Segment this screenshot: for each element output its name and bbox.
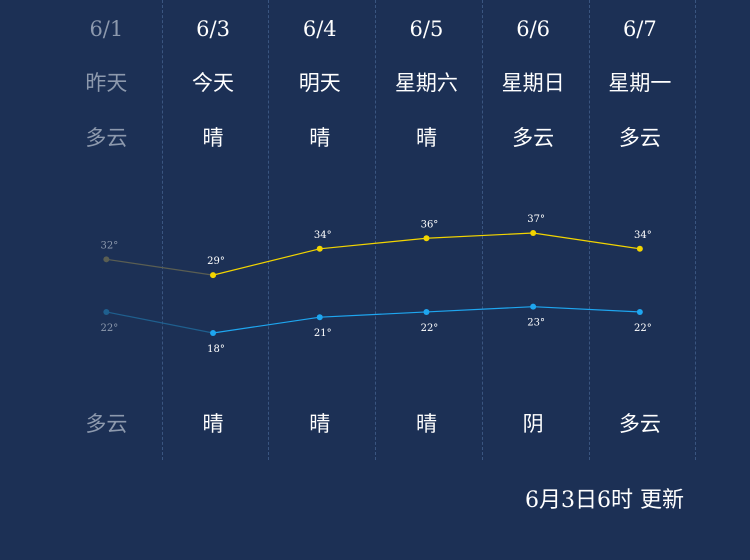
day-date: 6/1 — [89, 17, 124, 41]
day-date: 6/6 — [516, 17, 551, 41]
day-weekday: 今天 — [192, 71, 235, 95]
day-column: 6/5 星期六晴晴 — [373, 0, 479, 460]
day-date: 6/7 — [622, 17, 657, 41]
night-weather: 晴 — [202, 412, 224, 436]
day-weekday: 星期日 — [501, 71, 565, 95]
day-weekday: 星期一 — [608, 71, 672, 95]
column-divider — [162, 0, 163, 460]
night-weather: 阴 — [522, 412, 544, 436]
night-weather: 多云 — [85, 412, 128, 436]
day-weekday: 明天 — [298, 71, 341, 95]
night-weather: 晴 — [415, 412, 437, 436]
day-weather: 多云 — [85, 126, 128, 150]
night-weather: 晴 — [309, 412, 331, 436]
day-weather: 晴 — [202, 126, 224, 150]
day-date: 6/5 — [409, 17, 444, 41]
day-weather: 多云 — [512, 126, 555, 150]
day-date: 6/4 — [302, 17, 337, 41]
day-date: 6/3 — [196, 17, 230, 41]
day-weekday: 星期六 — [394, 71, 458, 95]
day-weekday: 昨天 — [85, 71, 128, 95]
column-divider — [589, 0, 590, 460]
day-column: 6/4 明天晴晴 — [267, 0, 373, 460]
day-weather: 多云 — [618, 126, 661, 150]
day-column: 6/1 昨天 多云 多云 — [53, 0, 159, 460]
day-weather: 晴 — [309, 126, 331, 150]
column-divider — [482, 0, 483, 460]
night-weather: 多云 — [618, 412, 661, 436]
day-column: 6/6 星期日多云阴 — [480, 0, 586, 460]
day-weather: 晴 — [415, 126, 437, 150]
day-column: 6/7 星期一 多云 多云 — [587, 0, 693, 460]
update-time: 6月3日6时 更新 — [525, 488, 684, 513]
column-divider — [375, 0, 376, 460]
column-divider — [268, 0, 269, 460]
column-divider — [695, 0, 696, 460]
day-column: 6/3 今天晴晴 — [160, 0, 266, 460]
